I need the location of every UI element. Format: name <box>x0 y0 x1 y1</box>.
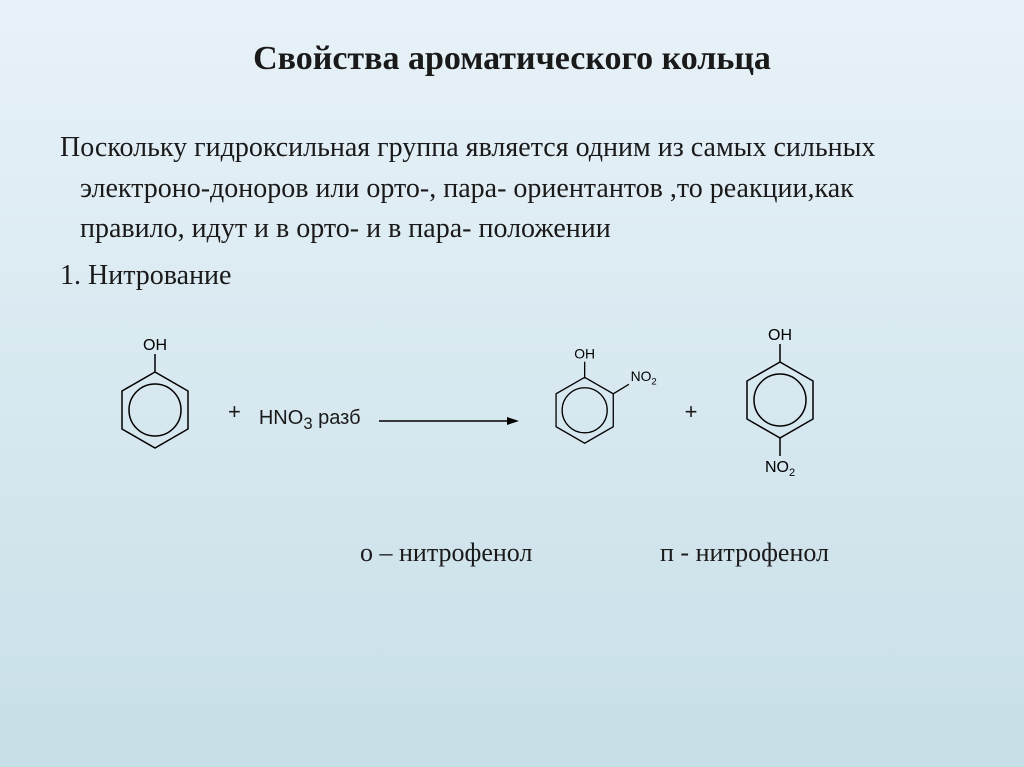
reaction-scheme: OH + HNO3 разб OH NO2 + OH <box>60 312 964 512</box>
onp-no-label: NO2 <box>630 368 656 387</box>
caption-ortho: о – нитрофенол <box>360 538 660 568</box>
phenol-svg: OH <box>100 322 210 502</box>
onp-oh-label: OH <box>574 345 595 361</box>
reagent-sub: 3 <box>303 414 312 433</box>
molecule-o-nitrophenol: OH NO2 <box>537 312 667 512</box>
phenol-oh-label: OH <box>143 337 167 354</box>
o-nitrophenol-svg: OH NO2 <box>537 312 667 512</box>
reagent-label: HNO3 разб <box>259 407 361 434</box>
reagent-main: HNO <box>259 407 303 429</box>
paragraph-text: Поскольку гидроксильная группа является … <box>60 128 964 250</box>
pnp-oh-label: OH <box>768 327 792 344</box>
caption-para: п - нитрофенол <box>660 538 960 568</box>
product-captions: о – нитрофенол п - нитрофенол <box>60 538 964 568</box>
pnp-no-label: NO2 <box>765 459 795 479</box>
plus-2: + <box>685 399 698 425</box>
slide-title: Свойства ароматического кольца <box>60 40 964 78</box>
reagent-qualifier: разб <box>313 407 361 429</box>
reaction-arrow <box>379 411 519 431</box>
plus-1: + <box>228 399 241 425</box>
molecule-phenol: OH <box>100 322 210 502</box>
p-nitrophenol-svg: OH NO2 <box>715 312 845 512</box>
section-nitration: 1. Нитрование <box>60 260 964 292</box>
molecule-p-nitrophenol: OH NO2 <box>715 312 845 512</box>
